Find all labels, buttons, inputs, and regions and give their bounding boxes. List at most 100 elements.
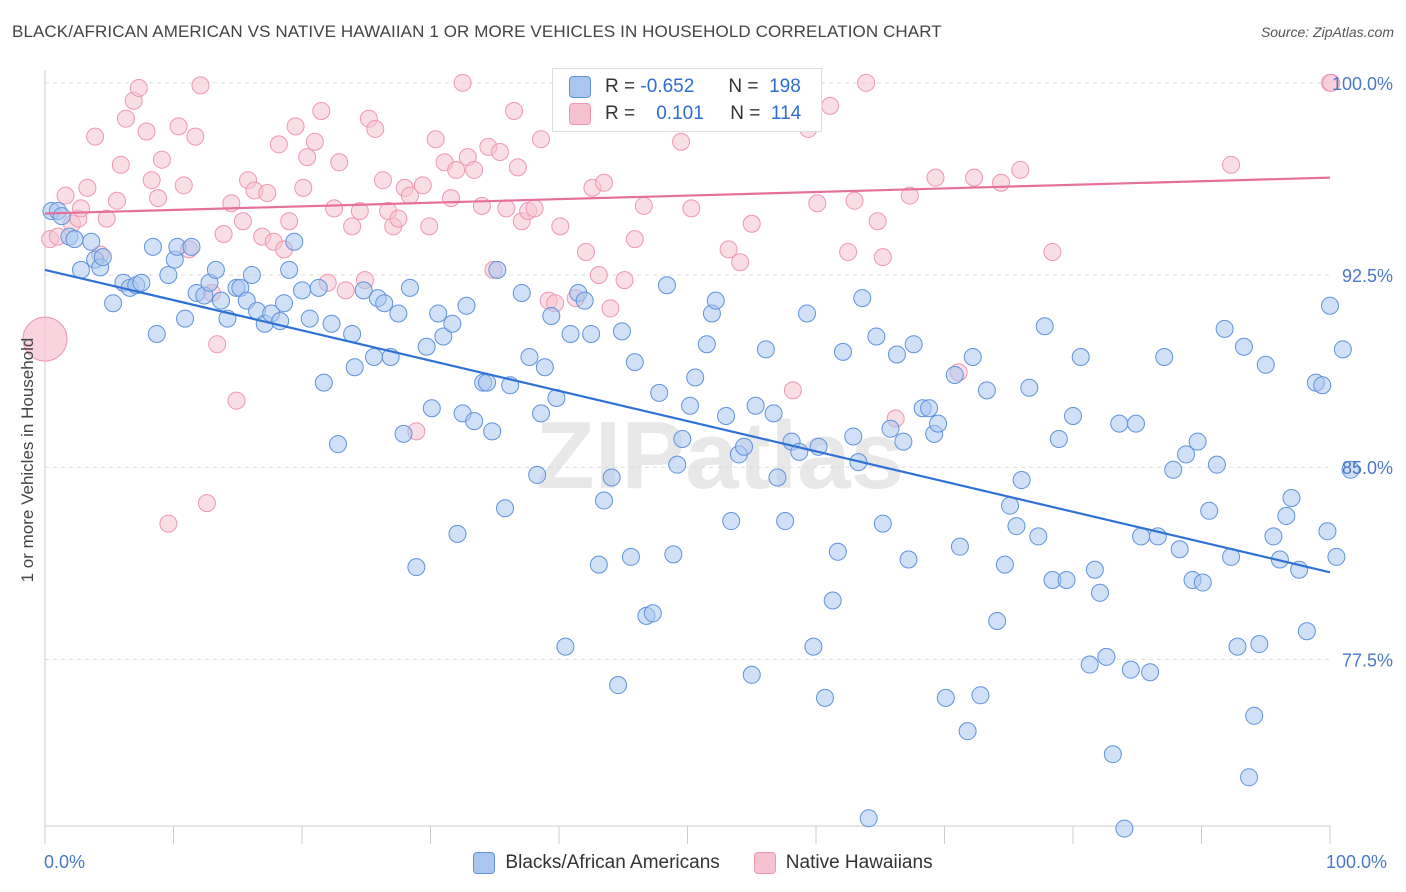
data-point bbox=[389, 209, 408, 228]
data-point bbox=[735, 437, 754, 456]
data-point bbox=[233, 212, 252, 231]
data-point bbox=[971, 686, 990, 705]
data-point bbox=[159, 266, 178, 285]
data-point bbox=[186, 127, 205, 146]
data-point bbox=[804, 637, 823, 656]
data-point bbox=[159, 514, 178, 533]
data-point bbox=[373, 171, 392, 190]
x-tick-label-min: 0.0% bbox=[44, 852, 86, 872]
y-tick-label: 92.5% bbox=[1342, 266, 1393, 286]
data-point bbox=[1049, 430, 1068, 449]
data-point bbox=[681, 396, 700, 415]
data-point bbox=[97, 209, 116, 228]
data-point bbox=[783, 381, 802, 400]
data-point bbox=[309, 278, 328, 297]
data-point bbox=[1126, 414, 1145, 433]
data-point bbox=[354, 281, 373, 300]
data-point bbox=[963, 348, 982, 367]
data-point bbox=[242, 266, 261, 285]
large-data-point bbox=[22, 316, 68, 362]
data-point bbox=[625, 353, 644, 372]
data-point bbox=[535, 358, 554, 377]
data-point bbox=[132, 273, 151, 292]
data-point bbox=[176, 309, 195, 328]
data-point bbox=[1170, 540, 1189, 559]
data-point bbox=[1011, 160, 1030, 179]
data-point bbox=[551, 217, 570, 236]
data-point bbox=[682, 199, 701, 218]
data-point bbox=[1250, 635, 1269, 654]
data-point bbox=[345, 358, 364, 377]
data-point bbox=[844, 427, 863, 446]
data-point bbox=[615, 271, 634, 290]
data-point bbox=[1177, 445, 1196, 464]
data-point bbox=[542, 307, 561, 326]
data-point bbox=[868, 212, 887, 231]
data-point bbox=[298, 148, 317, 167]
data-point bbox=[719, 240, 738, 259]
legend-item-hawaiians[interactable]: Native Hawaiians bbox=[753, 852, 933, 874]
data-point bbox=[350, 201, 369, 220]
data-point bbox=[82, 232, 101, 251]
data-point bbox=[1043, 242, 1062, 261]
data-point bbox=[857, 73, 876, 92]
data-point bbox=[328, 435, 347, 454]
data-point bbox=[1207, 455, 1226, 474]
data-point bbox=[742, 214, 761, 233]
data-point bbox=[442, 189, 461, 208]
data-point bbox=[1103, 745, 1122, 764]
data-point bbox=[977, 381, 996, 400]
data-point bbox=[601, 299, 620, 318]
blue-n-value: 198 bbox=[769, 76, 801, 97]
pink-n-label: N = bbox=[730, 103, 761, 124]
data-point bbox=[950, 537, 969, 556]
data-point bbox=[71, 199, 90, 218]
data-point bbox=[314, 373, 333, 392]
data-point bbox=[93, 248, 112, 267]
data-point bbox=[280, 212, 299, 231]
data-point bbox=[465, 412, 484, 431]
data-point bbox=[1256, 355, 1275, 374]
data-point bbox=[56, 186, 75, 205]
data-point bbox=[1245, 706, 1264, 725]
legend-swatch-blue bbox=[473, 852, 496, 874]
data-point bbox=[496, 499, 515, 518]
data-point bbox=[413, 176, 432, 195]
data-point bbox=[525, 199, 544, 218]
data-point bbox=[561, 324, 580, 343]
data-point bbox=[594, 173, 613, 192]
data-point bbox=[1001, 496, 1020, 515]
data-point bbox=[400, 278, 419, 297]
data-point bbox=[1264, 527, 1283, 546]
data-point bbox=[426, 130, 445, 149]
data-point bbox=[443, 314, 462, 333]
data-point bbox=[142, 171, 161, 190]
blue-r-label: R = bbox=[605, 76, 636, 97]
y-tick-labels: 100.0% 92.5% 85.0% 77.5% bbox=[1332, 74, 1393, 671]
data-point bbox=[336, 281, 355, 300]
data-point bbox=[717, 406, 736, 425]
trend-line-blacks bbox=[44, 268, 1331, 574]
data-point bbox=[330, 153, 349, 172]
data-point bbox=[1322, 73, 1341, 92]
data-point bbox=[206, 260, 225, 279]
data-point bbox=[859, 809, 878, 828]
data-point bbox=[104, 294, 123, 313]
legend-item-blacks[interactable]: Blacks/African Americans bbox=[473, 852, 720, 874]
data-point bbox=[995, 555, 1014, 574]
data-point bbox=[453, 73, 472, 92]
data-point bbox=[512, 283, 531, 302]
data-point bbox=[497, 199, 516, 218]
data-point bbox=[612, 322, 631, 341]
data-point bbox=[508, 158, 527, 177]
data-point bbox=[650, 383, 669, 402]
data-point bbox=[815, 688, 834, 707]
data-point bbox=[1327, 547, 1346, 566]
data-point bbox=[434, 327, 453, 346]
stats-box: R = -0.652 N = 198 R = 0.101 N = 114 bbox=[552, 68, 822, 132]
data-point bbox=[1164, 460, 1183, 479]
data-point bbox=[417, 337, 436, 356]
data-point bbox=[621, 547, 640, 566]
data-point bbox=[1215, 319, 1234, 338]
y-tick-label: 100.0% bbox=[1332, 74, 1393, 94]
